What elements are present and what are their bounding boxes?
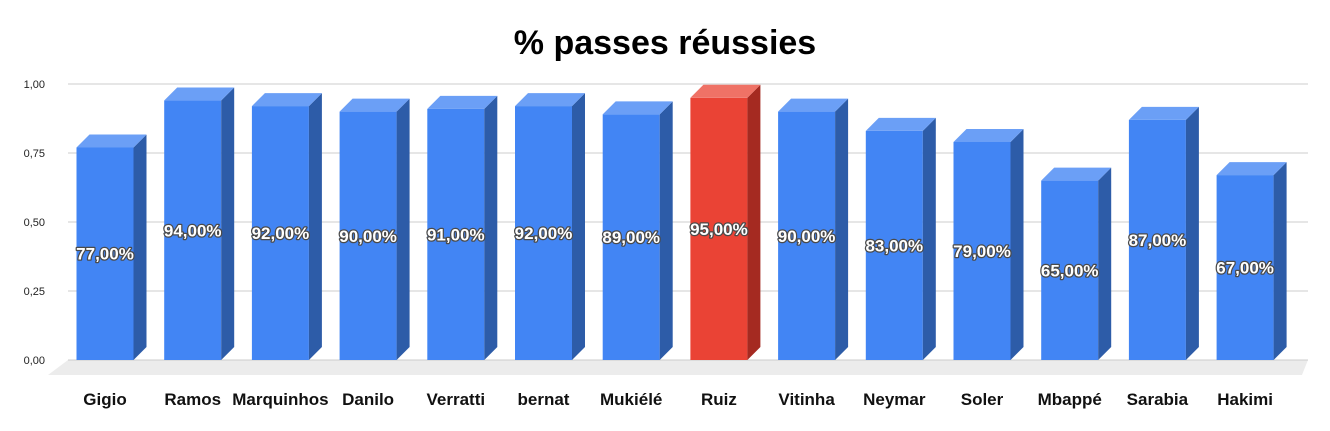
x-tick-label: Marquinhos: [232, 390, 328, 409]
x-tick-label: Sarabia: [1127, 390, 1189, 409]
y-tick-label: 0,75: [24, 148, 45, 160]
bar-top: [1216, 162, 1287, 176]
bar-front: [1128, 119, 1186, 360]
bar-front: [164, 100, 222, 360]
y-tick-label: 0,25: [24, 286, 45, 298]
x-tick-label: Vitinha: [778, 390, 835, 409]
x-tick-label: Hakimi: [1217, 390, 1273, 409]
y-tick-label: 1,00: [24, 79, 45, 91]
bar-top: [339, 98, 410, 112]
data-label: 67,00%: [1216, 259, 1274, 278]
bar-front: [602, 114, 660, 360]
data-label: 79,00%: [953, 242, 1011, 261]
y-tick-label: 0,50: [24, 217, 45, 229]
data-label: 95,00%: [690, 220, 748, 239]
bar-top: [690, 84, 761, 98]
bar-side: [396, 98, 410, 360]
x-tick-label: Ruiz: [701, 390, 737, 409]
bar-verratti: [427, 95, 498, 360]
bars: [76, 84, 1287, 361]
bar-top: [1128, 106, 1199, 120]
x-tick-label: Gigio: [83, 390, 126, 409]
data-label: 87,00%: [1129, 231, 1187, 250]
bar-side: [747, 84, 761, 361]
data-labels: 77,00% 94,00% 92,00% 90,00% 91,00% 92,00% 89,0…: [75, 219, 1275, 282]
chart-floor: [48, 360, 1308, 375]
bar-front: [339, 111, 397, 360]
bar-front: [690, 97, 748, 361]
bar-sarabia: [1128, 106, 1199, 360]
bar-side: [1098, 167, 1112, 360]
bar-top: [515, 93, 585, 107]
bar-side: [1273, 162, 1287, 360]
y-axis: 0,00 0,25 0,50 0,75 1,00: [24, 79, 45, 367]
data-label: 94,00%: [164, 221, 222, 240]
bar-side: [835, 98, 849, 360]
bar-top: [76, 134, 147, 148]
bar-front: [427, 108, 485, 360]
data-label: 83,00%: [865, 236, 923, 255]
x-axis: Gigio Ramos Marquinhos Danilo Verratti bernat…: [83, 390, 1273, 409]
bar-neymar: [865, 117, 936, 360]
bar-side: [1010, 128, 1024, 360]
bar-marquinhos: [251, 93, 322, 360]
x-tick-label: Danilo: [342, 390, 394, 409]
bar-ramos: [164, 87, 235, 360]
bar-top: [164, 87, 235, 101]
data-label: 91,00%: [427, 225, 485, 244]
bar-front: [515, 106, 572, 360]
x-tick-label: Ramos: [164, 390, 221, 409]
y-tick-label: 0,00: [24, 355, 45, 367]
data-label: 89,00%: [602, 228, 660, 247]
bar-top: [1041, 167, 1112, 181]
bar-mbappé: [1041, 167, 1112, 360]
bar-front: [865, 130, 923, 360]
x-tick-label: Mukiélé: [600, 390, 662, 409]
data-label: 65,00%: [1041, 261, 1099, 280]
bar-top: [251, 93, 322, 107]
bar-top: [953, 128, 1024, 142]
bar-danilo: [339, 98, 410, 360]
bar-front: [1216, 175, 1274, 360]
bar-top: [602, 101, 673, 115]
bar-vitinha: [778, 98, 849, 360]
bar-side: [133, 134, 147, 360]
bar-soler: [953, 128, 1024, 360]
bar-side: [572, 93, 585, 360]
bar-front: [778, 111, 836, 360]
data-label: 92,00%: [252, 224, 310, 243]
bar-top: [778, 98, 849, 112]
bar-side: [659, 101, 673, 361]
bar-side: [922, 117, 936, 360]
data-label: 92,00%: [515, 224, 573, 243]
bar-front: [1041, 180, 1099, 360]
bar-bernat: [515, 93, 585, 360]
bar-mukiélé: [602, 101, 673, 361]
chart-title: % passes réussies: [514, 24, 816, 62]
bar-front: [953, 141, 1011, 360]
bar-front: [251, 106, 309, 360]
floor-plane: [48, 360, 1308, 375]
bar-top: [865, 117, 936, 131]
bar-side: [221, 87, 235, 360]
x-tick-label: bernat: [518, 390, 570, 409]
bar-side: [308, 93, 322, 360]
x-tick-label: Mbappé: [1038, 390, 1102, 409]
data-label: 77,00%: [76, 245, 134, 264]
bar-gigio: [76, 134, 147, 360]
data-label: 90,00%: [778, 227, 836, 246]
bar-hakimi: [1216, 162, 1287, 360]
bar-side: [484, 95, 498, 360]
x-tick-label: Neymar: [863, 390, 926, 409]
bar-top: [427, 95, 498, 109]
bar-side: [1185, 106, 1199, 360]
bar-ruiz: [690, 84, 761, 361]
bar-front: [76, 147, 134, 360]
data-label: 90,00%: [339, 227, 397, 246]
x-tick-label: Verratti: [427, 390, 486, 409]
x-tick-label: Soler: [961, 390, 1004, 409]
